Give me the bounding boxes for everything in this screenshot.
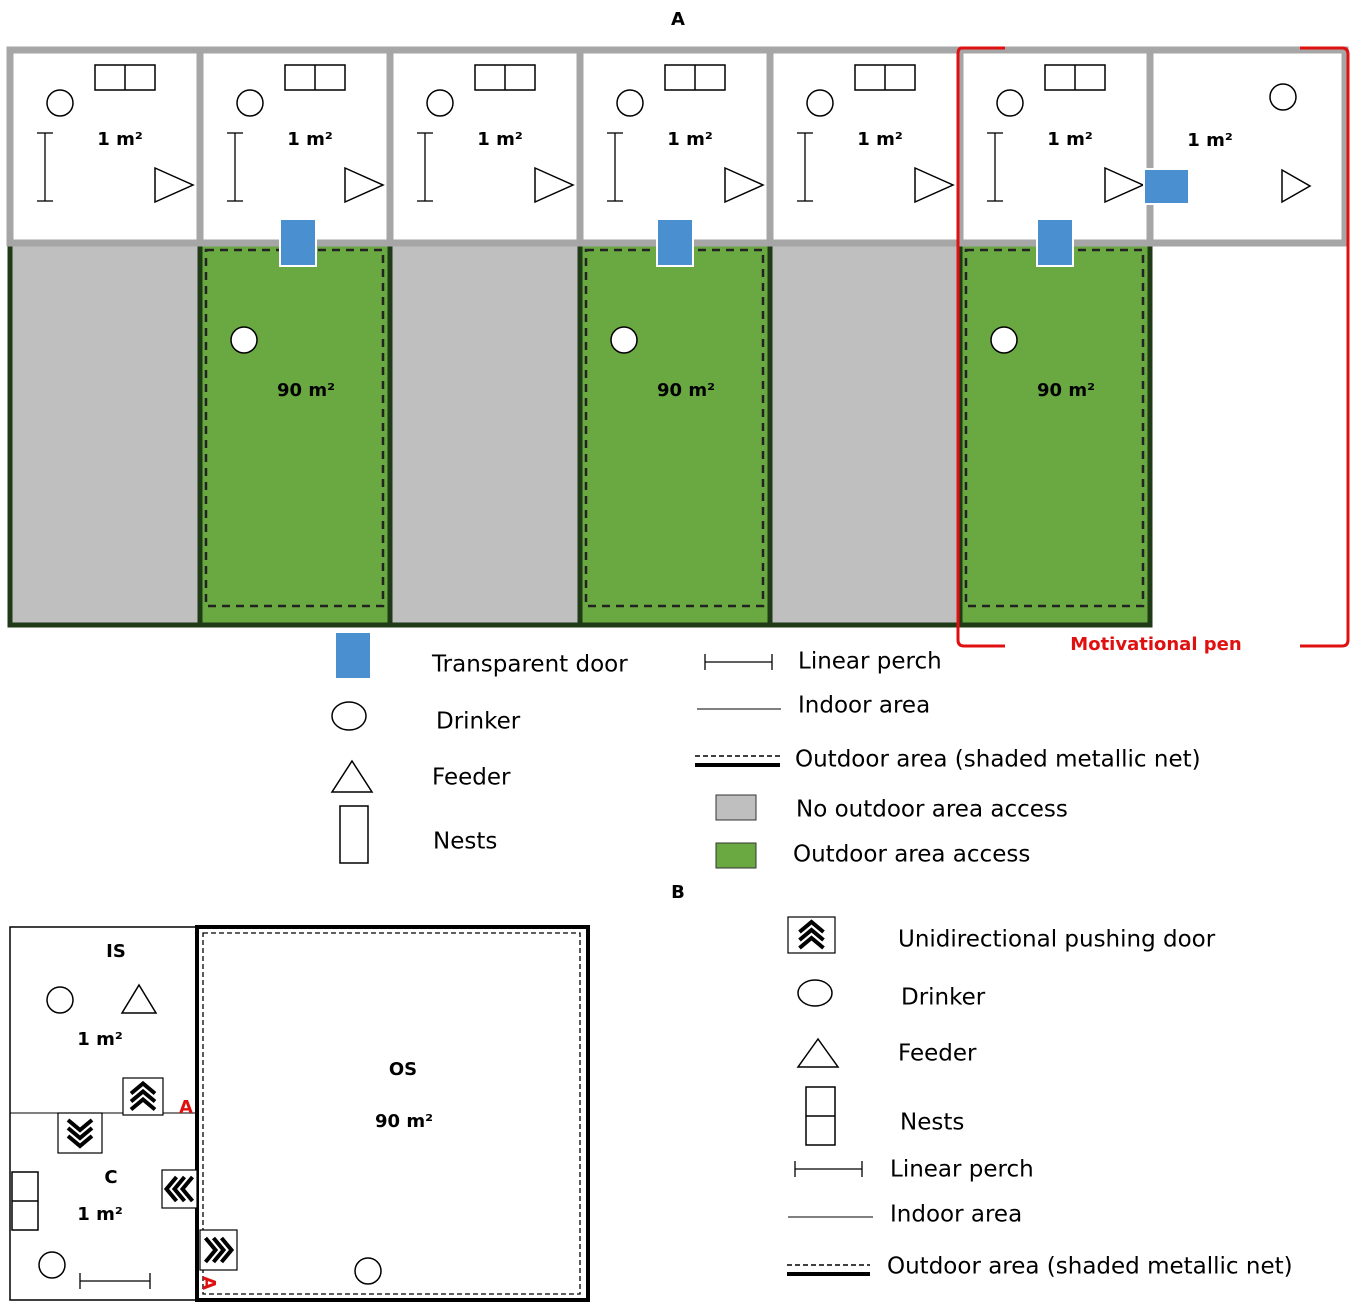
chevron	[798, 919, 825, 934]
outdoor-access	[960, 243, 1150, 625]
room-area: 1 m²	[77, 1204, 122, 1225]
pen-area: 1 m²	[1047, 129, 1092, 150]
drinker	[46, 89, 74, 117]
drinker	[354, 1257, 382, 1285]
chevron	[798, 927, 825, 942]
legend-label: Outdoor area (shaded metallic net)	[795, 747, 1201, 773]
is-c-wall	[10, 1112, 197, 1154]
legend-label: Nests	[900, 1110, 964, 1136]
room-area: 90 m²	[375, 1111, 433, 1132]
feeder	[914, 166, 955, 204]
legend-label: Drinker	[436, 709, 521, 735]
feeder	[724, 166, 765, 204]
pen-area: 90 m²	[1037, 380, 1095, 401]
no-outdoor-access	[10, 243, 200, 625]
feeder	[1104, 166, 1145, 204]
chevron	[211, 1236, 227, 1264]
legend-label: Drinker	[901, 985, 986, 1011]
chevron	[219, 1236, 235, 1264]
drinker	[996, 89, 1024, 117]
drinker	[426, 89, 454, 117]
chevron	[163, 1175, 179, 1203]
panel-label: A	[671, 9, 685, 30]
drinker	[236, 89, 264, 117]
chevron	[66, 1126, 94, 1141]
pen-area: 90 m²	[657, 380, 715, 401]
feeder	[154, 166, 195, 204]
bracket	[956, 46, 1005, 648]
chevron	[171, 1175, 187, 1203]
transparent-door	[279, 218, 317, 267]
legend-label: No outdoor area access	[796, 797, 1068, 823]
outdoor-access	[580, 243, 770, 625]
pen-area: 1 m²	[1187, 130, 1232, 151]
drinker	[990, 326, 1018, 354]
chevron	[798, 935, 825, 950]
door-label: A	[198, 1276, 219, 1290]
chevron	[129, 1088, 157, 1104]
drinker	[610, 326, 638, 354]
os-net	[202, 932, 581, 1295]
chevron	[129, 1080, 157, 1096]
drinker	[1269, 83, 1297, 111]
legend-label: Indoor area	[798, 693, 930, 719]
chevron	[203, 1236, 219, 1264]
os-area	[195, 925, 590, 1302]
chevron	[66, 1118, 94, 1133]
no-outdoor-access	[770, 243, 960, 625]
legend-label: Nests	[433, 829, 497, 855]
pen-area: 1 m²	[857, 129, 902, 150]
legend-label: Feeder	[898, 1041, 977, 1067]
door-label: A	[179, 1097, 193, 1118]
legend-label: Unidirectional pushing door	[898, 927, 1216, 953]
legend-label: Outdoor area access	[793, 842, 1030, 868]
room-name: C	[104, 1167, 117, 1188]
room-name: IS	[106, 941, 126, 962]
bracket	[1300, 46, 1350, 648]
chevron	[66, 1134, 94, 1149]
drinker	[230, 326, 258, 354]
legend-label: Feeder	[432, 765, 511, 791]
legend-label: Transparent door	[431, 652, 628, 678]
pen-area: 1 m²	[477, 129, 522, 150]
room-name: OS	[389, 1059, 417, 1080]
room-area: 1 m²	[77, 1029, 122, 1050]
pen-area: 90 m²	[277, 380, 335, 401]
drinker	[46, 986, 74, 1014]
legend-drinker	[331, 701, 367, 731]
feeder	[534, 166, 575, 204]
drinker	[616, 89, 644, 117]
panel-label: B	[671, 882, 685, 903]
legend-label: Indoor area	[890, 1202, 1022, 1228]
transparent-door	[1036, 218, 1074, 267]
legend-door	[336, 633, 370, 678]
feeder	[1281, 168, 1312, 204]
legend-label: Linear perch	[798, 649, 942, 675]
pen-area: 1 m²	[667, 129, 712, 150]
feeder	[344, 166, 385, 204]
legend-label: Linear perch	[890, 1157, 1034, 1183]
chevron	[179, 1175, 195, 1203]
legend-label: Outdoor area (shaded metallic net)	[887, 1254, 1293, 1280]
outdoor-access	[200, 243, 390, 625]
transparent-door	[1143, 168, 1190, 205]
pen-area: 1 m²	[287, 129, 332, 150]
no-outdoor-access	[390, 243, 580, 625]
transparent-door	[656, 218, 694, 267]
chevron	[129, 1096, 157, 1112]
legend-nest	[339, 805, 369, 864]
motivational-pen-label: Motivational pen	[1070, 634, 1241, 655]
legend-gray	[715, 794, 757, 821]
drinker	[38, 1251, 66, 1279]
legend-drinker	[797, 979, 833, 1007]
pen-area: 1 m²	[97, 129, 142, 150]
feeder	[120, 983, 158, 1014]
drinker	[806, 89, 834, 117]
feeder	[330, 759, 374, 793]
feeder	[796, 1037, 840, 1068]
legend-green	[715, 842, 757, 869]
